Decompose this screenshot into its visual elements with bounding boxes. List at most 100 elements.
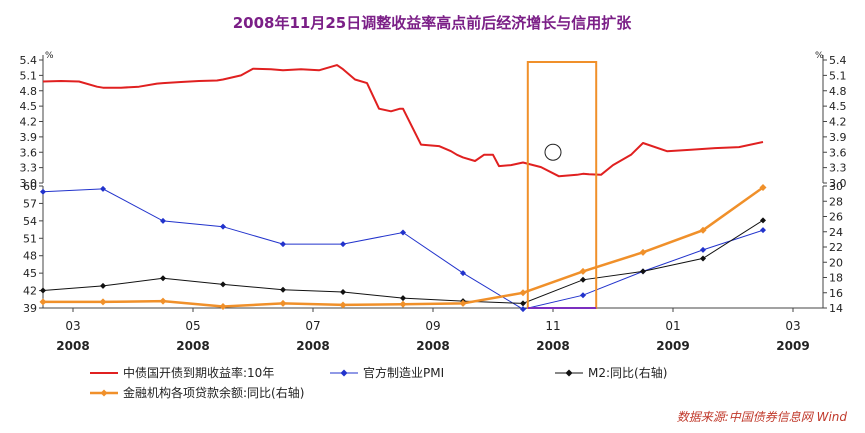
series-point-m2 (280, 286, 286, 293)
x-tick-month: 05 (185, 319, 200, 333)
series-point-m2 (520, 300, 526, 307)
top-left-tick-label: 4.2 (20, 116, 38, 129)
bottom-right-tick-label: 16 (829, 287, 843, 300)
series-point-m2 (40, 287, 46, 294)
series-point-pmi (40, 188, 46, 195)
series-point-loans (99, 298, 107, 306)
series-point-loans (519, 289, 527, 297)
series-point-pmi (460, 270, 466, 277)
top-right-tick-label: 5.1 (829, 69, 847, 82)
series-point-m2 (640, 268, 646, 275)
top-right-tick-label: 4.8 (829, 85, 847, 98)
series-point-loans (279, 299, 287, 307)
top-right-tick-label: 3.0 (829, 177, 847, 190)
x-tick-month: 09 (425, 319, 440, 333)
series-point-loans (759, 184, 767, 192)
x-tick-month: 07 (305, 319, 320, 333)
series-point-loans (459, 299, 467, 307)
series-point-m2 (160, 275, 166, 282)
series-point-m2 (400, 295, 406, 302)
top-left-tick-label: 3.9 (20, 131, 38, 144)
x-tick-month: 11 (545, 319, 560, 333)
yield-series-line (42, 64, 764, 178)
series-point-loans (639, 248, 647, 256)
series-point-loans (399, 300, 407, 308)
annotation-circle (544, 143, 562, 161)
series-point-pmi (220, 223, 226, 230)
top-right-tick-label: 3.9 (829, 131, 847, 144)
series-point-loans (39, 298, 47, 306)
x-tick-month: 03 (65, 319, 80, 333)
top-left-tick-label: 4.5 (20, 100, 38, 113)
legend: 中债国开债到期收益率:10年 官方制造业PMI M2:同比(右轴) 金融机构各项贷款余… (90, 365, 667, 400)
bottom-left-tick-label: 51 (23, 232, 37, 245)
bottom-right-tick-label: 28 (829, 195, 843, 208)
x-tick-year: 2008 (416, 339, 449, 353)
bottom-right-tick-label: 24 (829, 226, 843, 239)
x-tick-year: 2008 (56, 339, 89, 353)
x-tick-year: 2008 (296, 339, 329, 353)
highlight-box (526, 61, 598, 309)
top-left-tick-label: 3.6 (20, 146, 38, 159)
chart-title: 2008年11月25日调整收益率高点前后经济增长与信用扩张 (233, 14, 632, 32)
bottom-right-tick-label: 22 (829, 241, 843, 254)
series-point-m2 (700, 255, 706, 262)
series-point-pmi (160, 217, 166, 224)
top-right-tick-label: 3.3 (829, 162, 847, 175)
top-right-unit: % (815, 51, 824, 61)
top-left-tick-label: 3.0 (20, 177, 38, 190)
top-left-tick-label: 5.4 (20, 54, 38, 67)
series-point-pmi (580, 292, 586, 299)
top-left-unit: % (45, 51, 54, 61)
bottom-panel: 60 57 54 51 48 45 42 39 30 28 26 24 22 20 18 16 14 (23, 180, 843, 315)
x-tick-year: 2009 (776, 339, 809, 353)
bottom-left-tick-label: 57 (23, 197, 37, 210)
bottom-right-tick-label: 30 (829, 180, 843, 193)
series-point-m2 (580, 276, 586, 283)
legend-label: 官方制造业PMI (363, 365, 444, 380)
top-right-tick-label: 4.5 (829, 100, 847, 113)
source-note: 数据来源:中国债券信息网 Wind (677, 410, 848, 424)
legend-label: 金融机构各项贷款余额:同比(右轴) (123, 385, 304, 400)
x-tick-year: 2008 (536, 339, 569, 353)
series-point-m2 (340, 288, 346, 295)
bottom-left-tick-label: 48 (23, 250, 37, 263)
x-axis: 03 2008 05 2008 07 2008 09 2008 11 2008 01 2009 03 20… (56, 308, 810, 353)
bottom-left-tick-label: 54 (23, 215, 37, 228)
bottom-right-tick-label: 14 (829, 302, 843, 315)
series-point-loans (159, 297, 167, 305)
bottom-right-tick-label: 20 (829, 256, 843, 269)
series-point-pmi (280, 241, 286, 248)
series-point-m2 (100, 282, 106, 289)
bottom-left-tick-label: 39 (23, 302, 37, 315)
series-point-loans (219, 302, 227, 310)
series-point-loans (579, 267, 587, 275)
bottom-left-tick-label: 42 (23, 285, 37, 298)
series-line-loans (43, 186, 764, 308)
series-point-m2 (760, 217, 766, 224)
bottom-right-tick-label: 26 (829, 211, 843, 224)
top-left-tick-label: 4.8 (20, 85, 38, 98)
bottom-left-tick-label: 45 (23, 267, 37, 280)
top-left-tick-label: 3.3 (20, 162, 38, 175)
x-tick-year: 2008 (176, 339, 209, 353)
x-tick-month: 01 (665, 319, 680, 333)
series-point-pmi (520, 306, 526, 313)
top-right-tick-label: 4.2 (829, 116, 847, 129)
bottom-left-tick-label: 60 (23, 180, 37, 193)
legend-swatch-marker (100, 389, 108, 397)
legend-label: 中债国开债到期收益率:10年 (123, 365, 274, 380)
series-point-pmi (700, 246, 706, 253)
legend-label: M2:同比(右轴) (588, 365, 667, 380)
series-point-loans (339, 301, 347, 309)
top-right-tick-label: 5.4 (829, 54, 847, 67)
series-point-pmi (340, 241, 346, 248)
top-panel: % % 5.4 5.4 5.1 5.1 4.8 4.8 4.5 4.5 4.2 4.2 3.9 3.9 3.… (20, 51, 847, 190)
top-right-tick-label: 3.6 (829, 146, 847, 159)
legend-swatch-marker (565, 369, 573, 377)
legend-swatch-marker (340, 369, 348, 377)
x-tick-month: 03 (785, 319, 800, 333)
series-point-m2 (220, 281, 226, 288)
